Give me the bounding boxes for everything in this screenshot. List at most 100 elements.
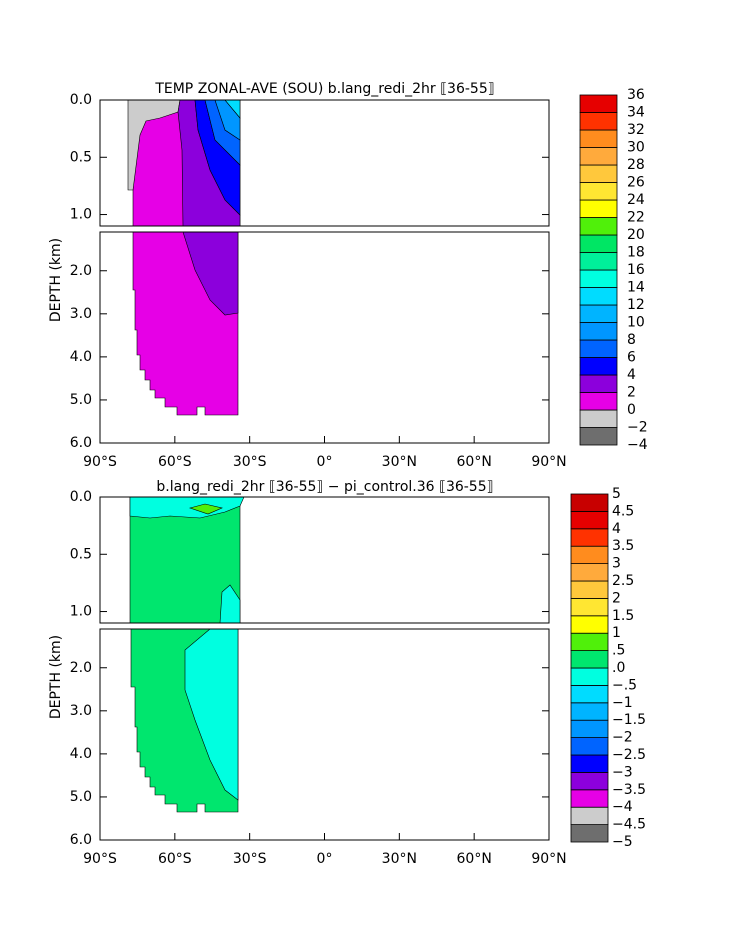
colorbar-label: 3: [612, 556, 621, 572]
colorbar-segment: [570, 789, 609, 808]
colorbar-segment: [570, 754, 609, 773]
y-tick-label: 0.5: [70, 149, 92, 165]
colorbar-segment: [570, 702, 609, 721]
y-tick-label: 3.0: [70, 306, 92, 322]
colorbar-segment: [579, 199, 618, 218]
contour-fill: [127, 100, 241, 226]
plot-frame: [99, 99, 550, 227]
colorbar-label: 28: [627, 157, 645, 173]
x-tick-label: 30°S: [233, 454, 267, 470]
y-tick-label: 1.0: [70, 604, 92, 620]
colorbar-segment: [579, 164, 618, 183]
x-tick-label: 30°S: [233, 851, 267, 867]
colorbar-segment: [579, 339, 618, 358]
colorbar-label: −4.5: [612, 817, 646, 833]
colorbar-label: 26: [627, 175, 645, 191]
colorbar-segment: [579, 374, 618, 393]
y-axis-label: DEPTH (km): [48, 635, 64, 719]
x-tick-label: 60°S: [158, 851, 192, 867]
colorbar-segment: [570, 580, 609, 599]
colorbar-segment: [570, 545, 609, 565]
colorbar-segment: [579, 427, 618, 446]
colorbar-label: −2: [627, 420, 648, 436]
colorbar-label: .0: [612, 660, 625, 676]
colorbar-segment: [579, 129, 618, 148]
colorbar-label: 2: [627, 385, 636, 401]
colorbar-label: 8: [627, 332, 636, 348]
colorbar-segment: [570, 806, 609, 826]
colorbar-segment: [570, 615, 609, 634]
x-tick-label: 30°N: [382, 851, 417, 867]
x-tick-label: 0°: [317, 851, 333, 867]
colorbar-label: 2.5: [612, 573, 634, 589]
y-tick-label: 6.0: [70, 832, 92, 848]
colorbar-segment: [579, 147, 618, 166]
y-tick-label: 5.0: [70, 789, 92, 805]
colorbar-label: 1: [612, 625, 621, 641]
x-tick-label: 90°N: [531, 851, 566, 867]
x-tick-label: 60°N: [457, 454, 492, 470]
y-tick-label: 0.0: [70, 92, 92, 108]
colorbar-label: 20: [627, 227, 645, 243]
colorbar-segment: [579, 252, 618, 271]
colorbar-label: 0: [627, 402, 636, 418]
x-tick-label: 60°N: [457, 851, 492, 867]
colorbar-segment: [579, 322, 618, 341]
colorbar-segment: [570, 719, 609, 739]
y-axis-label: DEPTH (km): [48, 238, 64, 322]
colorbar-label: −1.5: [612, 712, 646, 728]
x-tick-label: 30°N: [382, 454, 417, 470]
colorbar-label: 3.5: [612, 538, 634, 554]
colorbar-label: −3.5: [612, 782, 646, 798]
y-tick-label: 5.0: [70, 392, 92, 408]
y-tick-label: 6.0: [70, 435, 92, 451]
colorbar-label: 14: [627, 280, 645, 296]
contour-fill: [129, 497, 245, 623]
colorbar-segment: [570, 493, 609, 512]
colorbar-label: 18: [627, 245, 645, 261]
colorbar-label: 16: [627, 262, 645, 278]
chart-title: b.lang_redi_2hr ⟦36-55⟧ − pi_control.36 …: [156, 479, 493, 495]
y-tick-label: 4.0: [70, 746, 92, 762]
x-tick-label: 0°: [317, 454, 333, 470]
contour-fill: [132, 232, 239, 416]
colorbar-label: 4: [627, 367, 636, 383]
colorbar-label: 32: [627, 122, 645, 138]
colorbar-label: 30: [627, 140, 645, 156]
colorbar-segment: [579, 409, 618, 428]
colorbar-segment: [579, 269, 618, 288]
colorbar-segment: [570, 737, 609, 756]
colorbar-segment: [579, 392, 618, 411]
colorbar-segment: [579, 217, 618, 236]
colorbar-label: 36: [627, 87, 645, 103]
colorbar-label: 12: [627, 297, 645, 313]
colorbar-label: −3: [612, 764, 633, 780]
colorbar-segment: [579, 94, 618, 113]
colorbar-label: −2: [612, 730, 633, 746]
plot-frame: [99, 496, 550, 624]
x-tick-label: 60°S: [158, 454, 192, 470]
colorbar-segment: [579, 287, 618, 306]
colorbar-label: −4: [612, 799, 633, 815]
y-tick-label: 0.5: [70, 546, 92, 562]
colorbar-label: 4: [612, 521, 621, 537]
colorbar-segment: [579, 357, 618, 376]
y-tick-label: 1.0: [70, 207, 92, 223]
colorbar-label: −2.5: [612, 747, 646, 763]
colorbar-label: 2: [612, 590, 621, 606]
colorbar-label: −.5: [612, 677, 637, 693]
colorbar-segment: [579, 304, 618, 323]
colorbar-label: 5: [612, 486, 621, 502]
colorbar-label: 22: [627, 210, 645, 226]
x-tick-label: 90°S: [83, 454, 117, 470]
chart-title: TEMP ZONAL-AVE (SOU) b.lang_redi_2hr ⟦36…: [154, 81, 494, 97]
colorbar-segment: [570, 632, 609, 652]
colorbar-segment: [570, 510, 609, 530]
x-tick-label: 90°S: [83, 851, 117, 867]
colorbar-segment: [570, 650, 609, 669]
colorbar-segment: [570, 685, 609, 704]
colorbar-label: 1.5: [612, 608, 634, 624]
colorbar-segment: [579, 182, 618, 201]
